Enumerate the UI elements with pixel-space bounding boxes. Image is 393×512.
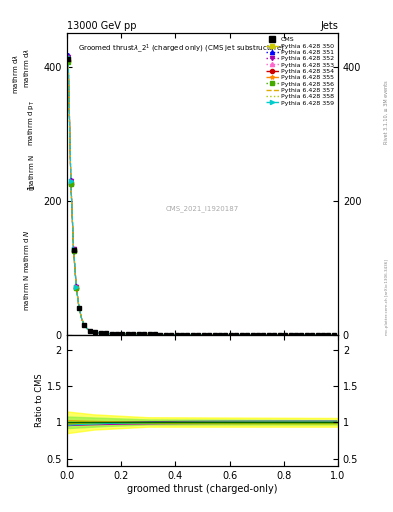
Text: mc-plotter.cern.ch [arXiv:1306.3436]: mc-plotter.cern.ch [arXiv:1306.3436] <box>385 259 389 335</box>
Text: mathrm d $\mathsf{p_T}$: mathrm d $\mathsf{p_T}$ <box>26 100 37 146</box>
Legend: CMS, Pythia 6.428 350, Pythia 6.428 351, Pythia 6.428 352, Pythia 6.428 353, Pyt: CMS, Pythia 6.428 350, Pythia 6.428 351,… <box>266 36 335 106</box>
Text: $\mathrm{mathrm\ d}\lambda$: $\mathrm{mathrm\ d}\lambda$ <box>11 54 20 94</box>
Text: mathrm $\mathsf{N}$: mathrm $\mathsf{N}$ <box>22 275 31 311</box>
Text: 13000 GeV pp: 13000 GeV pp <box>67 20 136 31</box>
Text: Jets: Jets <box>320 20 338 31</box>
Text: mathrm $\mathsf{N}$: mathrm $\mathsf{N}$ <box>27 154 36 191</box>
Text: mathrm d $N$: mathrm d $N$ <box>22 229 31 273</box>
Text: mathrm d$\lambda$: mathrm d$\lambda$ <box>22 48 31 89</box>
X-axis label: groomed thrust (charged-only): groomed thrust (charged-only) <box>127 483 277 494</box>
Text: Rivet 3.1.10, ≥ 3M events: Rivet 3.1.10, ≥ 3M events <box>384 81 389 144</box>
Text: Groomed thrust$\lambda\_2^1$ (charged only) (CMS jet substructure): Groomed thrust$\lambda\_2^1$ (charged on… <box>78 42 285 55</box>
Y-axis label: Ratio to CMS: Ratio to CMS <box>35 374 44 428</box>
Text: $\mathsf{1}$: $\mathsf{1}$ <box>26 184 37 190</box>
Text: CMS_2021_I1920187: CMS_2021_I1920187 <box>166 205 239 212</box>
